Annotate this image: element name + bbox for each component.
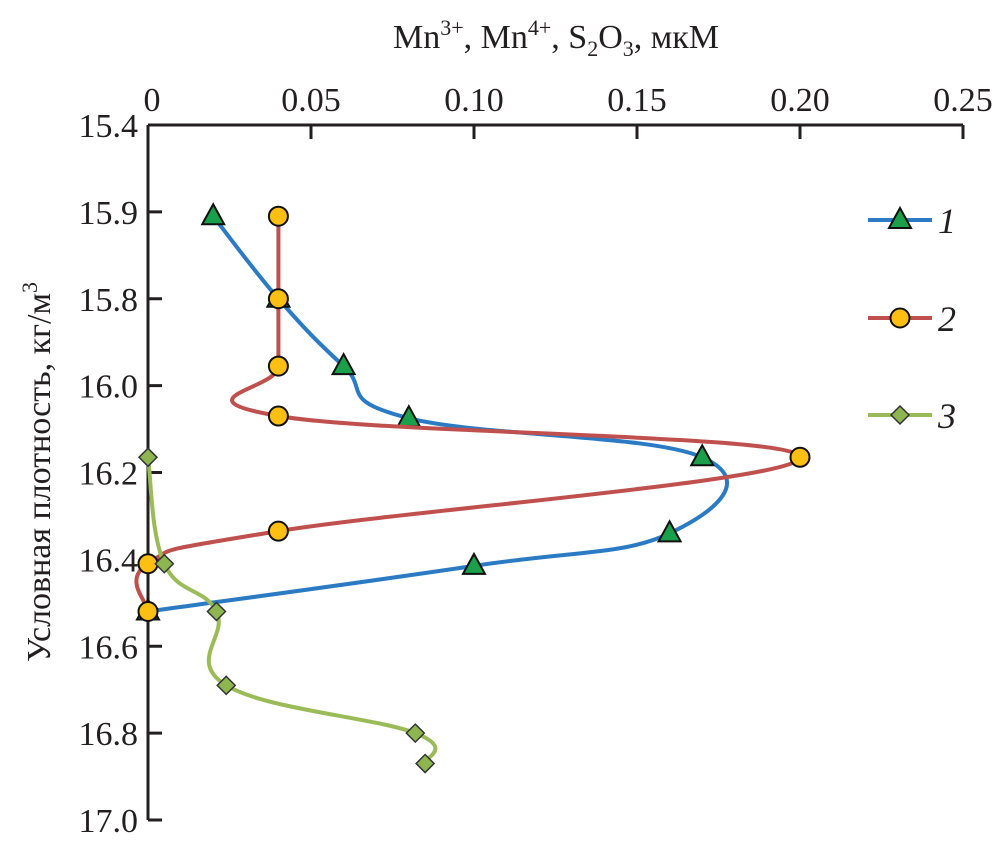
circle-marker xyxy=(789,446,811,468)
triangle-marker xyxy=(200,202,226,226)
series-line xyxy=(134,216,803,612)
x-axis-title-part: , S xyxy=(551,19,587,56)
triangle-marker xyxy=(656,519,683,543)
y-tick-label: 16.6 xyxy=(79,629,139,666)
y-tick-label: 15.8 xyxy=(79,282,139,319)
circle-marker xyxy=(889,307,911,329)
legend-item-2: 2 xyxy=(868,299,956,339)
x-tick-label: 0 xyxy=(144,82,161,119)
y-tick-label: 16.0 xyxy=(79,369,139,406)
diamond-marker xyxy=(206,601,227,622)
triangle-marker xyxy=(689,443,715,467)
triangle-marker xyxy=(461,551,487,575)
series-1 xyxy=(135,202,729,621)
y-tick-label: 16.2 xyxy=(79,456,139,493)
legend: 1 2 3 xyxy=(868,201,956,436)
circle-marker xyxy=(267,205,289,227)
legend-item-1: 1 xyxy=(868,201,956,241)
y-axis-title: Условная плотность, кг/м3 xyxy=(17,282,58,662)
x-axis-title: Mn3+, Mn4+, S2O3, мкМ xyxy=(393,15,719,61)
diamond-marker xyxy=(405,723,426,744)
triangle-marker xyxy=(887,205,913,229)
x-axis-title-part: 2 xyxy=(587,36,598,61)
series-3 xyxy=(137,447,438,774)
diamond-marker xyxy=(137,447,159,468)
legend-item-3: 3 xyxy=(868,396,956,436)
x-axis-title-part: Mn xyxy=(393,19,440,56)
x-tick-label: 0.05 xyxy=(281,82,341,119)
y-tick-label: 15.4 xyxy=(79,108,139,145)
x-tick-label: 0.25 xyxy=(933,82,993,119)
y-tick-label: 16.8 xyxy=(79,716,139,753)
series-group xyxy=(134,202,811,774)
axes: 0 0.05 0.10 0.15 0.20 0.25 15.4 15.9 15.8 16.0 16.… xyxy=(79,82,993,840)
y-axis-title-text: Условная плотность, кг/м xyxy=(21,293,58,662)
x-axis-title-part: , мкМ xyxy=(634,19,719,56)
diamond-marker xyxy=(216,675,237,696)
series-2 xyxy=(134,205,811,622)
legend-label: 2 xyxy=(938,299,956,339)
diamond-marker xyxy=(889,404,911,426)
circle-marker xyxy=(267,520,289,542)
x-tick-label: 0.15 xyxy=(607,82,667,119)
y-axis-title-sup: 3 xyxy=(17,282,42,293)
x-axis-title-part: 3 xyxy=(623,36,634,61)
circle-marker xyxy=(267,355,289,377)
legend-label: 1 xyxy=(938,201,956,241)
x-tick-label: 0.10 xyxy=(444,82,504,119)
y-tick-label: 16.4 xyxy=(79,542,139,579)
x-axis-title-part: , Mn xyxy=(464,19,528,56)
diamond-marker xyxy=(415,753,436,774)
x-axis-title-part: 4+ xyxy=(528,15,551,40)
x-tick-label: 0.20 xyxy=(770,82,830,119)
diamond-marker xyxy=(154,553,175,574)
legend-label: 3 xyxy=(937,396,956,436)
y-tick-label: 15.9 xyxy=(79,195,139,232)
y-tick-label: 17.0 xyxy=(79,803,139,840)
series-line xyxy=(146,456,438,765)
x-axis-title-part: 3+ xyxy=(440,15,463,40)
triangle-marker xyxy=(330,352,357,376)
circle-marker xyxy=(267,288,289,310)
circle-marker xyxy=(137,601,159,622)
x-axis-title-part: O xyxy=(598,19,623,56)
circle-marker xyxy=(267,405,289,427)
series-line xyxy=(147,214,729,614)
